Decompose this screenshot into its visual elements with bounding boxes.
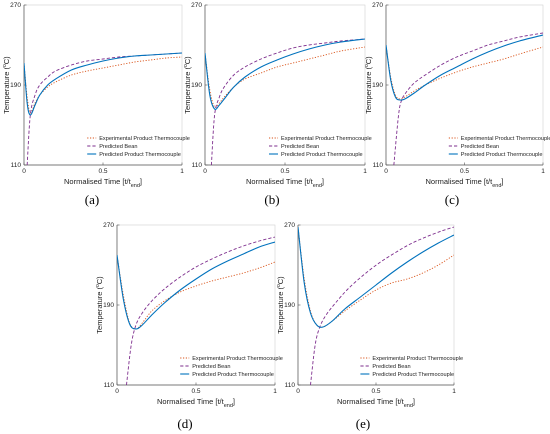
- x-tick-label: 0.5: [371, 388, 380, 395]
- x-tick-label: 1: [273, 388, 277, 395]
- x-tick-label: 0: [384, 168, 388, 175]
- y-axis-label: Temperature (oC): [95, 276, 104, 334]
- y-tick-label: 110: [192, 162, 203, 169]
- legend-label: Experimental Product Thermocouple: [281, 136, 372, 142]
- legend-label: Predicted Product Thermocouple: [281, 152, 363, 158]
- y-tick-label: 270: [191, 2, 202, 9]
- series-line-3: [205, 38, 365, 110]
- y-tick-label: 270: [284, 222, 295, 229]
- panel-caption: (d): [177, 416, 192, 431]
- panel-caption: (b): [264, 192, 279, 207]
- chart-panel-2: 0 0.5 1 110 190 270 Normalised Time [t/tend] Te…: [183, 2, 372, 207]
- x-tick-label: 0.5: [98, 168, 107, 175]
- y-tick-label: 190: [103, 302, 114, 309]
- series-line-1: [24, 56, 182, 114]
- legend-label: Predicted Bean: [99, 144, 137, 150]
- y-tick-label: 270: [103, 222, 114, 229]
- legend-label: Experimental Product Thermocouple: [192, 356, 283, 362]
- y-tick-label: 190: [191, 82, 202, 89]
- legend-label: Predicted Bean: [461, 144, 499, 150]
- y-axis-label: Temperature (oC): [276, 276, 285, 334]
- series-line-3: [298, 226, 454, 328]
- x-tick-label: 1: [180, 168, 184, 175]
- y-tick-label: 110: [104, 382, 115, 389]
- legend-label: Predicted Bean: [281, 144, 319, 150]
- x-tick-label: 1: [452, 388, 456, 395]
- x-axis-label: Normalised Time [t/tend]: [64, 177, 142, 189]
- x-tick-label: 0: [296, 388, 300, 395]
- legend-label: Predicted Product Thermocouple: [461, 152, 543, 158]
- y-tick-label: 110: [11, 162, 22, 169]
- series-line-2: [210, 38, 365, 165]
- x-tick-label: 1: [363, 168, 367, 175]
- series-line-1: [205, 46, 365, 108]
- plot-frame: [297, 224, 455, 386]
- y-tick-label: 190: [284, 302, 295, 309]
- plot-frame: [23, 4, 183, 166]
- chart-panel-3: 0 0.5 1 110 190 270 Normalised Time [t/tend] Te…: [364, 2, 550, 207]
- legend-label: Experimental Product Thermocouple: [461, 136, 550, 142]
- panel-caption: (c): [445, 192, 459, 207]
- series-line-2: [126, 236, 275, 385]
- x-tick-label: 0.5: [191, 388, 200, 395]
- panel-caption: (a): [85, 192, 99, 207]
- series-line-3: [386, 34, 543, 101]
- plot-frame: [204, 4, 366, 166]
- legend-label: Predicted Product Thermocouple: [99, 152, 181, 158]
- series-line-3: [24, 52, 182, 116]
- chart-panel-5: 0 0.5 1 110 190 270 Normalised Time [t/tend] Te…: [276, 222, 463, 431]
- legend-label: Experimental Product Thermocouple: [372, 356, 463, 362]
- y-tick-label: 110: [285, 382, 296, 389]
- chart-panel-1: 0 0.5 1 110 190 270 Normalised Time [t/tend] Te…: [2, 2, 190, 207]
- y-axis-label: Temperature (oC): [2, 56, 11, 114]
- x-axis-label: Normalised Time [t/tend]: [246, 177, 324, 189]
- y-tick-label: 270: [372, 2, 383, 9]
- y-tick-label: 270: [10, 2, 21, 9]
- x-tick-label: 1: [541, 168, 545, 175]
- series-line-3: [117, 241, 275, 330]
- chart-panel-4: 0 0.5 1 110 190 270 Normalised Time [t/tend] Te…: [95, 222, 283, 431]
- y-tick-label: 110: [373, 162, 384, 169]
- x-tick-label: 0: [22, 168, 26, 175]
- x-tick-label: 0: [115, 388, 119, 395]
- x-tick-label: 0: [203, 168, 207, 175]
- panel-caption: (e): [356, 416, 370, 431]
- legend-label: Predicted Bean: [192, 364, 230, 370]
- legend-label: Predicted Product Thermocouple: [192, 372, 274, 378]
- x-tick-label: 0.5: [460, 168, 469, 175]
- x-axis-label: Normalised Time [t/tend]: [426, 177, 504, 189]
- x-axis-label: Normalised Time [t/tend]: [337, 397, 415, 409]
- x-axis-label: Normalised Time [t/tend]: [157, 397, 235, 409]
- legend-label: Predicted Product Thermocouple: [372, 372, 454, 378]
- x-tick-label: 0.5: [280, 168, 289, 175]
- y-axis-label: Temperature (oC): [364, 56, 373, 114]
- y-axis-label: Temperature (oC): [183, 56, 192, 114]
- legend-label: Experimental Product Thermocouple: [99, 136, 190, 142]
- legend-label: Predicted Bean: [372, 364, 410, 370]
- y-tick-label: 190: [10, 82, 21, 89]
- y-tick-label: 190: [372, 82, 383, 89]
